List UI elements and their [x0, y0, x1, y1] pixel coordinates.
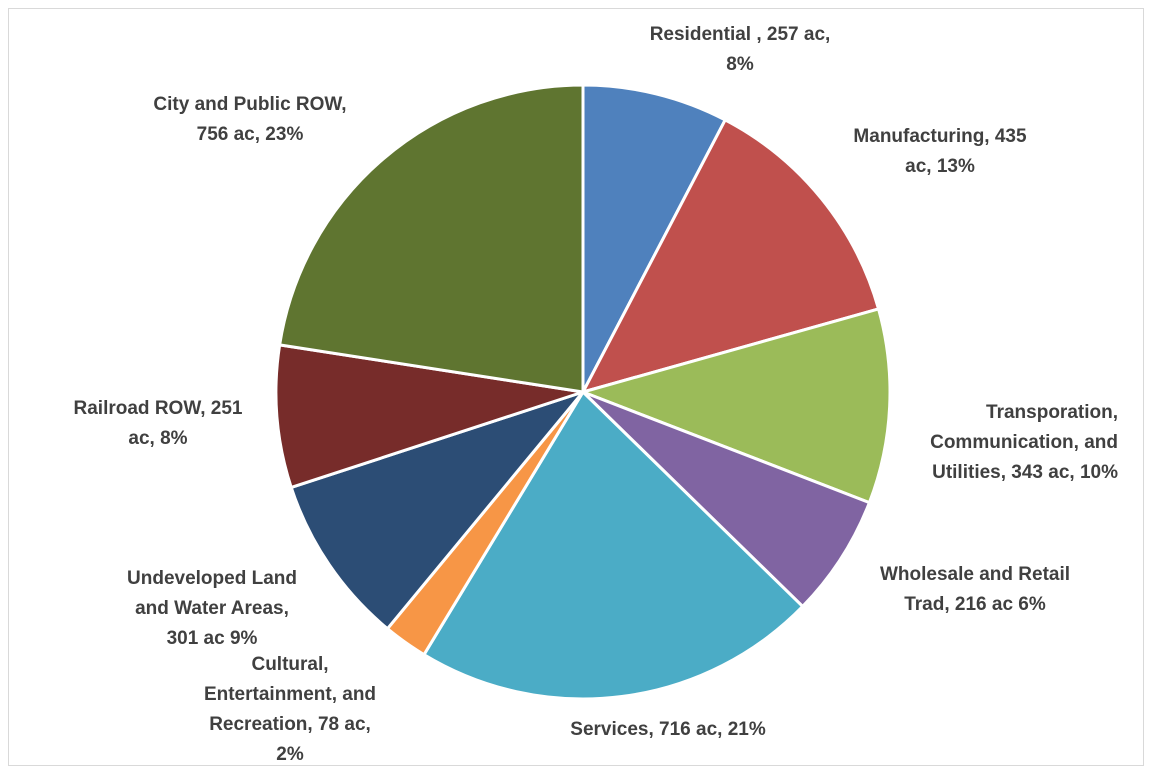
pie-slice-1 [581, 83, 727, 394]
slice-label-line: Residential , 257 ac, [650, 24, 831, 45]
slice-label-line: City and Public ROW, [153, 94, 346, 115]
slice-label-line: Communication, and [930, 432, 1118, 453]
slice-label-3: Transporation, Communication, and Utilitie… [930, 402, 1118, 483]
slice-label-1: Residential , 257 ac, 8% [650, 24, 831, 75]
slice-label-line: Trad, 216 ac 6% [904, 594, 1046, 615]
pie-labels: Residential , 257 ac, 8% Manufacturing, 43… [74, 24, 1119, 765]
slice-label-line: Recreation, 78 ac, [209, 714, 371, 735]
slice-label-5: Services, 716 ac, 21% [570, 719, 766, 740]
slice-label-line: Wholesale and Retail [880, 564, 1070, 585]
slice-label-line: Entertainment, and [204, 684, 376, 705]
slice-label-line: Transporation, [986, 402, 1118, 423]
pie-slices [274, 83, 892, 701]
slice-label-9: City and Public ROW, 756 ac, 23% [153, 94, 346, 145]
slice-label-4: Wholesale and Retail Trad, 216 ac 6% [880, 564, 1070, 615]
pie-slice-7 [289, 390, 585, 631]
slice-label-line: 756 ac, 23% [197, 124, 304, 145]
slice-label-line: 2% [276, 744, 304, 765]
slice-label-line: 301 ac 9% [167, 628, 258, 649]
pie-slice-9 [278, 83, 585, 394]
slice-label-line: Railroad ROW, 251 [74, 398, 243, 419]
pie-slice-2 [581, 118, 881, 394]
slice-label-line: ac, 13% [905, 156, 975, 177]
slice-label-line: and Water Areas, [135, 598, 289, 619]
slice-label-7: Undeveloped Land and Water Areas, 301 ac 9… [127, 568, 297, 649]
slice-label-line: Undeveloped Land [127, 568, 297, 589]
slice-label-line: Manufacturing, 435 [853, 126, 1027, 147]
slice-label-line: Utilities, 343 ac, 10% [932, 462, 1118, 483]
slice-label-6: Cultural, Entertainment, and Recreation, 7… [204, 654, 376, 765]
slice-label-line: Cultural, [251, 654, 328, 675]
slice-label-2: Manufacturing, 435 ac, 13% [853, 126, 1027, 177]
slice-label-line: Services, 716 ac, 21% [570, 719, 766, 740]
slice-label-line: ac, 8% [128, 428, 187, 449]
slice-label-8: Railroad ROW, 251 ac, 8% [74, 398, 243, 449]
pie-slice-5 [422, 390, 805, 701]
pie-slice-4 [581, 390, 871, 608]
pie-slice-3 [581, 307, 892, 505]
slice-label-line: 8% [726, 54, 754, 75]
